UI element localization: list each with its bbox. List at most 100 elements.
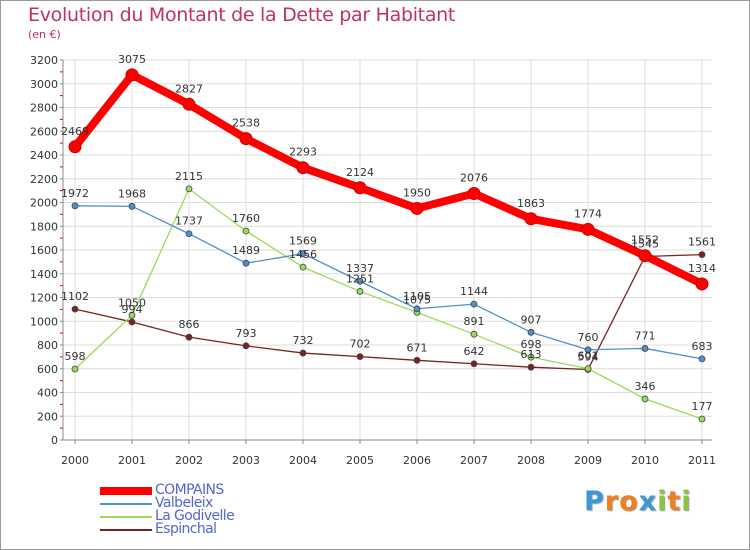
y-tick-label: 400: [37, 387, 58, 400]
x-tick-label: 2004: [289, 454, 317, 467]
data-label: 2115: [175, 170, 203, 183]
data-point: [356, 288, 364, 295]
y-tick-label: 1200: [30, 292, 58, 305]
data-point: [527, 353, 535, 361]
data-label: 594: [578, 350, 599, 363]
data-label: 642: [464, 345, 485, 358]
x-tick-label: 2008: [517, 454, 545, 467]
y-tick-label: 2400: [30, 149, 58, 162]
data-label: 671: [407, 341, 428, 354]
data-label: 732: [293, 334, 314, 347]
data-point: [698, 355, 706, 363]
data-label: 601: [578, 350, 599, 363]
data-label: 1968: [118, 187, 146, 200]
series-layer: [68, 68, 709, 423]
legend-label: La Godivelle: [155, 508, 235, 524]
data-point: [641, 395, 649, 403]
y-tick-label: 3200: [30, 54, 58, 67]
data-label: 2293: [289, 146, 317, 159]
data-label: 177: [692, 400, 713, 413]
y-tick-label: 600: [37, 363, 58, 376]
data-point: [470, 330, 478, 338]
y-tick-label: 2000: [30, 197, 58, 210]
data-point: [584, 365, 592, 373]
y-tick-label: 800: [37, 339, 58, 352]
legend-label: Espinchal: [155, 521, 217, 537]
data-label: 2076: [460, 171, 488, 184]
y-tick-label: 1800: [30, 220, 58, 233]
data-label: 1552: [631, 234, 659, 247]
data-point: [242, 342, 250, 350]
legend-swatch: [100, 516, 152, 518]
data-point: [581, 222, 595, 236]
data-label: 1102: [61, 290, 89, 303]
chart-subtitle: (en €): [28, 28, 61, 41]
legend-label: Valbeleix: [155, 495, 213, 511]
data-point: [470, 300, 478, 308]
data-point: [527, 363, 535, 371]
data-label: 1144: [460, 285, 488, 298]
x-tick-label: 2001: [118, 454, 146, 467]
y-tick-label: 1400: [30, 268, 58, 281]
data-label: 2469: [61, 125, 89, 138]
x-tick-label: 2005: [346, 454, 374, 467]
logo-letter: r: [604, 486, 620, 517]
y-tick-label: 1600: [30, 244, 58, 257]
legend-label: COMPAINS: [155, 482, 224, 498]
y-tick-label: 2200: [30, 173, 58, 186]
data-point: [695, 277, 709, 291]
data-point: [299, 349, 307, 357]
y-tick-label: 2600: [30, 125, 58, 138]
data-label: 1569: [289, 235, 317, 248]
data-label: 1863: [517, 197, 545, 210]
data-point: [467, 186, 481, 200]
data-point: [71, 365, 79, 373]
data-label: 1456: [289, 248, 317, 261]
data-label: 598: [65, 350, 86, 363]
data-point: [413, 356, 421, 364]
data-point: [68, 140, 82, 154]
y-tick-label: 0: [51, 434, 58, 447]
logo-letter: i: [681, 486, 692, 517]
data-label: 1075: [403, 293, 431, 306]
data-point: [242, 227, 250, 235]
data-label: 907: [521, 313, 542, 326]
data-labels: 1102 994 866 793 732 702 671 642 613 594 1545 1561 5…: [61, 53, 716, 413]
data-point: [128, 318, 136, 326]
data-label: 771: [635, 329, 656, 342]
line-chart: 0 200 400 600 800 1000 1200 1400 1600 1800 2000 220…: [30, 53, 716, 467]
data-label: 1314: [688, 262, 716, 275]
y-tick-label: 200: [37, 410, 58, 423]
data-label: 698: [521, 338, 542, 351]
data-label: 613: [521, 348, 542, 361]
legend-swatch: [100, 503, 152, 505]
data-label: 1737: [175, 215, 203, 228]
data-label: 683: [692, 340, 713, 353]
data-label: 1774: [574, 207, 602, 220]
data-point: [527, 328, 535, 336]
data-point: [698, 415, 706, 423]
data-point: [353, 181, 367, 195]
data-label: 994: [122, 303, 143, 316]
data-point: [584, 346, 592, 354]
data-point: [470, 360, 478, 368]
data-point: [413, 305, 421, 313]
axes: 0 200 400 600 800 1000 1200 1400 1600 1800 2000 220…: [30, 54, 716, 467]
y-tick-label: 2800: [30, 102, 58, 115]
logo-letter: P: [584, 486, 605, 517]
data-label: 1561: [688, 236, 716, 249]
data-label: 793: [236, 327, 257, 340]
data-point: [698, 251, 706, 259]
data-point: [638, 249, 652, 263]
legend-swatch: [100, 487, 152, 495]
data-label: 346: [635, 380, 656, 393]
data-label: 1972: [61, 187, 89, 200]
data-label: 2124: [346, 166, 374, 179]
data-label: 1337: [346, 262, 374, 275]
data-point: [299, 263, 307, 271]
data-point: [239, 132, 253, 146]
data-point: [182, 97, 196, 111]
legend-swatch: [100, 529, 152, 531]
data-point: [125, 68, 139, 82]
